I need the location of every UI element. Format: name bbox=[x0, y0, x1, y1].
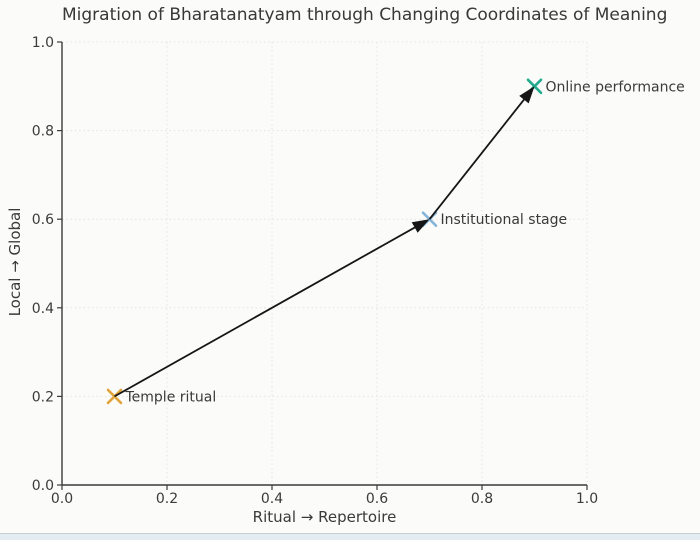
y-tick-label: 0.0 bbox=[32, 478, 54, 494]
x-tick-label: 1.0 bbox=[576, 491, 598, 507]
window-edge-strip bbox=[0, 533, 700, 540]
point-label: Institutional stage bbox=[441, 212, 568, 228]
arrow-head bbox=[519, 86, 535, 104]
y-tick-label: 0.6 bbox=[32, 212, 54, 228]
point-label: Temple ritual bbox=[125, 389, 217, 405]
chart-title: Migration of Bharatanatyam through Chang… bbox=[62, 5, 668, 25]
y-tick-label: 0.2 bbox=[32, 389, 54, 405]
y-tick-label: 1.0 bbox=[32, 35, 54, 51]
y-axis-label: Local → Global bbox=[6, 207, 24, 317]
x-tick-label: 0.6 bbox=[366, 491, 388, 507]
arrow-shaft bbox=[114, 225, 417, 398]
point-label: Online performance bbox=[546, 79, 685, 95]
x-axis-label: Ritual → Repertoire bbox=[252, 508, 397, 526]
x-tick-label: 0.4 bbox=[261, 491, 283, 507]
y-tick-label: 0.4 bbox=[32, 301, 54, 317]
arrow-shaft bbox=[428, 97, 526, 220]
y-tick-label: 0.8 bbox=[32, 124, 54, 140]
x-tick-label: 0.0 bbox=[51, 491, 73, 507]
x-tick-label: 0.2 bbox=[156, 491, 178, 507]
x-tick-label: 0.8 bbox=[471, 491, 493, 507]
arrow-head bbox=[411, 219, 430, 233]
